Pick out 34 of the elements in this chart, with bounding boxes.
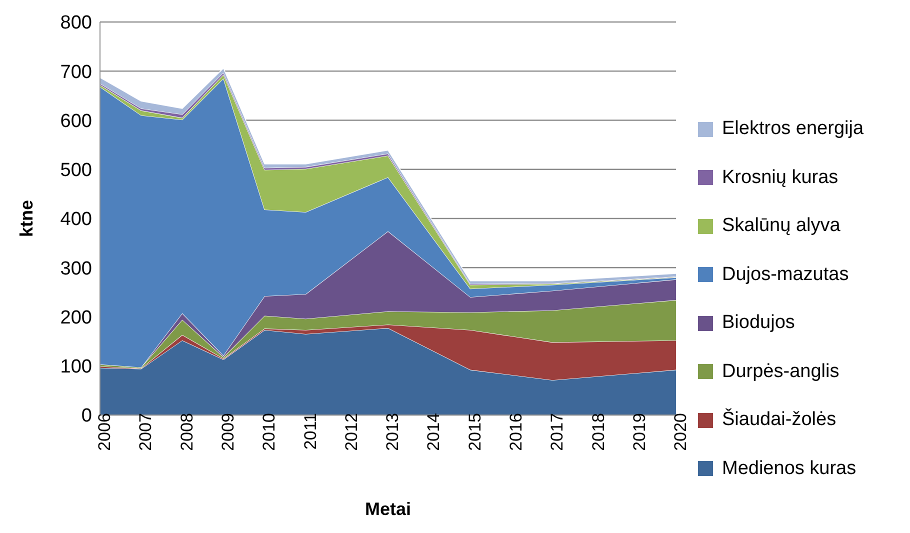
y-tick-label: 800: [60, 12, 92, 34]
x-tick-label: 2012: [342, 413, 361, 451]
legend-label: Medienos kuras: [722, 458, 856, 480]
legend-label: Elektros energija: [722, 118, 864, 140]
legend-label: Šiaudai-žolės: [722, 409, 836, 432]
x-tick-label: 2017: [548, 413, 567, 451]
legend-label: Dujos-mazutas: [722, 264, 849, 286]
legend-label: Biodujos: [722, 312, 795, 334]
x-tick-label: 2006: [95, 413, 114, 451]
x-tick-label: 2011: [300, 413, 320, 450]
y-tick-label: 200: [60, 307, 92, 328]
legend-label: Krosnių kuras: [722, 166, 838, 189]
y-tick-label: 700: [60, 62, 92, 83]
x-tick-label: 2007: [136, 413, 156, 451]
y-tick-label: 0: [81, 406, 92, 427]
y-tick-label: 500: [60, 160, 92, 182]
x-tick-label: 2013: [383, 413, 402, 451]
y-tick-label: 300: [60, 258, 92, 280]
x-axis-title: Metai: [364, 499, 412, 519]
x-tick-label: 2010: [260, 413, 279, 451]
x-tick-label: 2014: [424, 413, 444, 451]
x-tick-label: 2016: [506, 413, 526, 451]
x-tick-label: 2018: [588, 413, 608, 451]
legend-label: Skalūnų alyva: [722, 215, 840, 238]
y-tick-label: 100: [60, 356, 92, 378]
y-axis-title: ktne: [16, 200, 36, 238]
x-tick-label: 2019: [630, 413, 649, 451]
x-tick-label: 2008: [177, 413, 196, 451]
legend-label: Durpės-anglis: [722, 360, 840, 383]
y-tick-label: 400: [60, 209, 92, 230]
x-tick-label: 2009: [218, 413, 238, 451]
y-tick-label: 600: [60, 110, 92, 132]
x-tick-label: 2015: [465, 413, 484, 451]
x-tick-label: 2020: [671, 413, 690, 451]
